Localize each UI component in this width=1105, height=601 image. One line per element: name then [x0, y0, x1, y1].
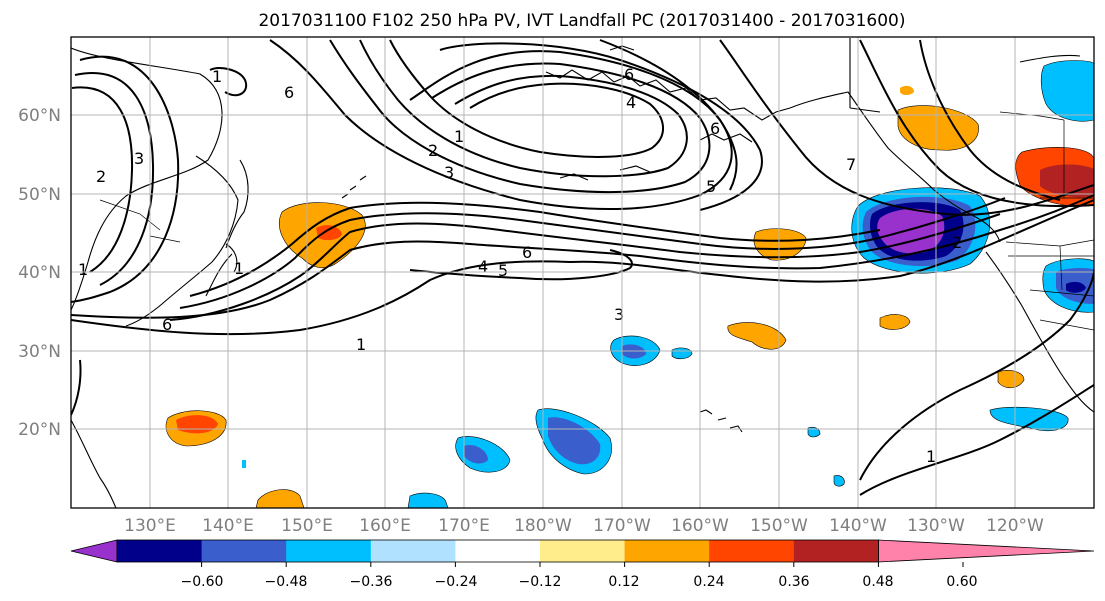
map-frame — [70, 36, 1095, 509]
contour-label: 2 — [952, 233, 962, 252]
colorbar-extend-high — [878, 539, 1095, 563]
lat-labels: 60°N 50°N 40°N 30°N 20°N — [18, 106, 61, 440]
lon-tick-label: 130°E — [124, 516, 176, 536]
colorbar-cell — [455, 540, 541, 562]
lon-labels: 130°E 140°E 150°E 160°E 170°E 180°W 170°… — [124, 516, 1044, 536]
lon-tick-label: 170°E — [438, 516, 490, 536]
colorbar-cell — [286, 540, 372, 562]
contour-label: 6 — [284, 83, 294, 102]
lon-tick-label: 160°W — [671, 516, 729, 536]
contour-label: 6 — [624, 65, 634, 84]
contour-label: 1 — [356, 335, 366, 354]
colorbar-cell — [624, 540, 710, 562]
colorbar-cell — [370, 540, 456, 562]
contour-label: 6 — [522, 243, 532, 262]
contour-label: 1 — [78, 260, 88, 279]
lat-tick-label: 50°N — [18, 185, 61, 205]
lon-tick-label: 120°W — [986, 516, 1044, 536]
contour-label: 2 — [96, 167, 106, 186]
lon-tick-label: 170°W — [593, 516, 651, 536]
colorbar-tick-label: 0.36 — [778, 574, 809, 590]
lat-tick-label: 60°N — [18, 106, 61, 126]
contour-label: 4 — [626, 93, 636, 112]
colorbar-cell — [709, 540, 795, 562]
lon-tick-label: 140°E — [202, 516, 254, 536]
contour-label: 2 — [428, 141, 438, 160]
colorbar-extend-low — [70, 539, 118, 563]
contour-label: 3 — [444, 163, 454, 182]
lon-tick-label: 130°W — [907, 516, 965, 536]
contour-label: 3 — [134, 149, 144, 168]
contour-label: 6 — [162, 315, 172, 334]
contour-label: 1 — [926, 447, 936, 466]
colorbar: −0.60 −0.48 −0.36 −0.24 −0.12 0.12 0.24 … — [70, 539, 1095, 590]
colorbar-tick-label: 0.60 — [946, 574, 977, 590]
contour-label: 6 — [710, 119, 720, 138]
colorbar-labels: −0.60 −0.48 −0.36 −0.24 −0.12 0.12 0.24 … — [181, 574, 978, 590]
lon-tick-label: 140°W — [829, 516, 887, 536]
lon-tick-label: 150°W — [750, 516, 808, 536]
contour-label: 1 — [212, 67, 222, 86]
contour-label: 7 — [846, 155, 856, 174]
lat-tick-label: 40°N — [18, 263, 61, 283]
contour-labels: 1 2 3 1 6 1 2 3 6 4 5 3 6 4 6 5 1 7 2 1 — [78, 65, 962, 466]
colorbar-tick-label: −0.48 — [265, 574, 308, 590]
colorbar-tick-label: −0.12 — [519, 574, 562, 590]
colorbar-cell — [201, 540, 287, 562]
colorbar-cell — [540, 540, 626, 562]
lat-tick-label: 30°N — [18, 342, 61, 362]
contour-label: 5 — [706, 177, 716, 196]
pv-contours — [71, 39, 1094, 496]
map-panel: 1 2 3 1 6 1 2 3 6 4 5 3 6 4 6 5 1 7 2 1 — [18, 36, 1095, 536]
map-title: 2017031100 F102 250 hPa PV, IVT Landfall… — [258, 11, 905, 31]
lon-tick-label: 150°E — [281, 516, 333, 536]
colorbar-cells — [70, 539, 1095, 563]
colorbar-tick-label: 0.24 — [693, 574, 724, 590]
contour-label: 3 — [614, 305, 624, 324]
contour-label: 1 — [234, 259, 244, 278]
colorbar-tick-label: 0.48 — [862, 574, 893, 590]
lon-tick-label: 180°W — [514, 516, 572, 536]
colorbar-cell — [793, 540, 879, 562]
colorbar-tick-label: −0.24 — [435, 574, 478, 590]
colorbar-tick-label: −0.36 — [350, 574, 393, 590]
contour-label: 1 — [454, 127, 464, 146]
lon-tick-label: 160°E — [359, 516, 411, 536]
colorbar-cell — [117, 540, 203, 562]
lat-tick-label: 20°N — [18, 420, 61, 440]
gridlines — [71, 37, 1094, 508]
contour-label: 4 — [478, 257, 488, 276]
contour-label: 5 — [498, 261, 508, 280]
colorbar-tick-label: −0.60 — [181, 574, 224, 590]
colorbar-tick-label: 0.12 — [608, 574, 639, 590]
colorbar-frame — [116, 539, 879, 563]
colorbar-ticks — [201, 562, 964, 567]
